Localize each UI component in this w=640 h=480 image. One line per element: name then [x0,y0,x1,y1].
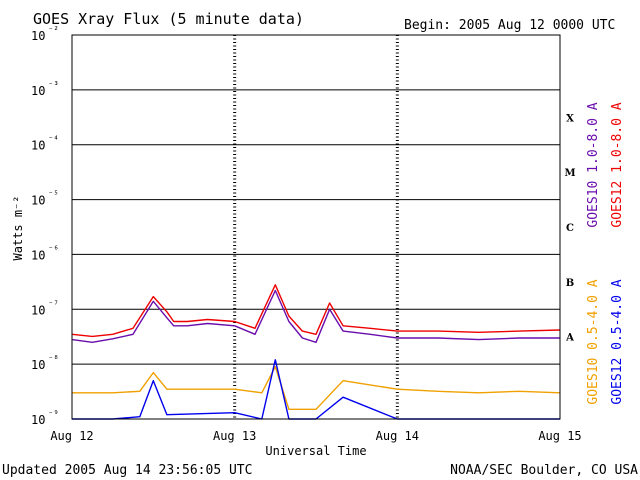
y-tick-exponent: ⁻³ [48,81,59,91]
legend-entry-goes12-0-5-4-0-a: GOES12 0.5-4.0 A [610,279,625,404]
source-credit: NOAA/SEC Boulder, CO USA [450,463,638,478]
y-tick-base: 10 [31,358,45,372]
y-tick-exponent: ⁻⁵ [48,191,59,201]
y-tick-exponent: ⁻⁶ [48,245,59,255]
series-layer [71,284,561,420]
legend-entry-goes10-1-0-8-0-a: GOES10 1.0-8.0 A [586,102,601,227]
series-line-goes12-1-0-8-0-a [71,284,561,338]
y-axis-label: Watts m⁻² [11,195,25,260]
legend-entry-goes12-1-0-8-0-a: GOES12 1.0-8.0 A [610,102,625,227]
y-tick-base: 10 [31,413,45,427]
series-line-goes12-0-5-4-0-a [72,359,560,420]
y-tick-label: 10 ⁻⁴ [31,136,59,153]
y-tick-base: 10 [31,84,45,98]
day-boundary-ticks [233,35,399,419]
y-tick-base: 10 [31,248,45,262]
flare-class-b: B [566,278,574,289]
y-tick-base: 10 [31,303,45,317]
y-tick-exponent: ⁻⁴ [48,136,59,146]
y-tick-label: 10 ⁻² [31,26,59,43]
y-tick-base: 10 [31,194,45,208]
legend: GOES10 1.0-8.0 A GOES12 1.0-8.0 A GOES10 0… [586,102,625,404]
y-tick-label: 10 ⁻⁶ [31,245,59,262]
flare-class-labels: A B C M X [564,113,575,343]
y-tick-exponent: ⁻² [48,26,59,36]
updated-timestamp: Updated 2005 Aug 14 23:56:05 UTC [2,463,252,478]
flare-class-c: C [566,223,574,234]
y-tick-base: 10 [31,29,45,43]
y-tick-label: 10 ⁻⁹ [31,410,59,427]
y-tick-exponent: ⁻⁸ [48,355,59,365]
x-tick-label: Aug 13 [213,429,256,443]
series-line-goes10-1-0-8-0-a [71,289,560,343]
y-tick-base: 10 [31,139,45,153]
x-tick-labels: Aug 12 Aug 13 Aug 14 Aug 15 [50,429,581,443]
flare-class-a: A [565,333,574,344]
y-tick-label: 10 ⁻³ [31,81,59,98]
x-axis-label: Universal Time [265,444,366,458]
legend-entry-goes10-0-5-4-0-a: GOES10 0.5-4.0 A [586,279,601,404]
x-tick-label: Aug 14 [376,429,419,443]
y-tick-exponent: ⁻⁷ [48,300,59,310]
y-tick-label: 10 ⁻⁵ [31,191,59,208]
chart-title: GOES Xray Flux (5 minute data) [33,10,304,28]
y-tick-label: 10 ⁻⁷ [31,300,59,317]
y-tick-exponent: ⁻⁹ [48,410,59,420]
plot-frame [71,34,561,420]
x-tick-label: Aug 15 [538,429,581,443]
begin-date: Begin: 2005 Aug 12 0000 UTC [404,18,615,33]
flare-class-m: M [564,168,575,179]
x-tick-label: Aug 12 [50,429,93,443]
decade-grid [72,89,560,365]
y-tick-label: 10 ⁻⁸ [31,355,59,372]
flare-class-x: X [566,113,574,124]
y-tick-labels: 10 ⁻⁹10 ⁻⁸10 ⁻⁷10 ⁻⁶10 ⁻⁵10 ⁻⁴10 ⁻³10 ⁻² [31,26,59,427]
